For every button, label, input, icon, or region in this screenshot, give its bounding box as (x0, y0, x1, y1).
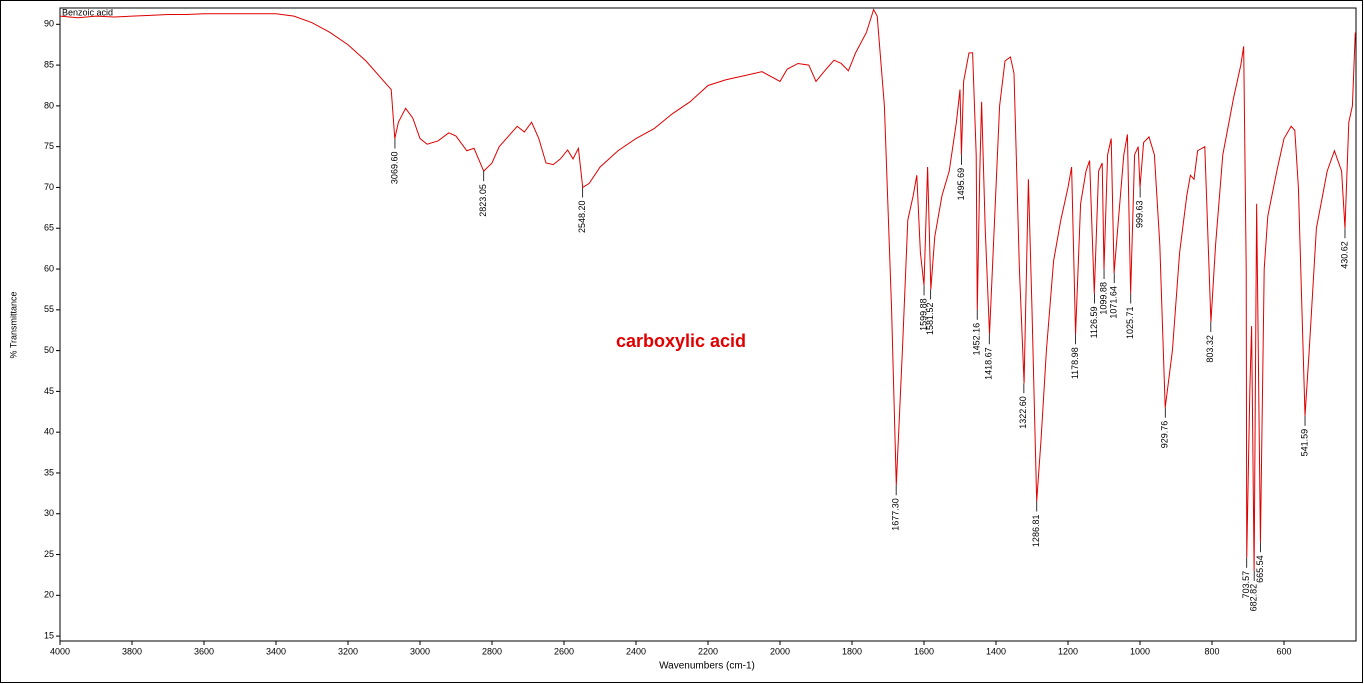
annotation: carboxylic acid (616, 331, 746, 351)
peak-label: 1599.88 (918, 298, 928, 331)
peak-label: 703.57 (1241, 571, 1251, 599)
peak-label: 682.82 (1249, 584, 1259, 612)
peak-label: 3069.60 (389, 152, 399, 185)
peak-label: 1178.98 (1070, 347, 1080, 379)
x-tick-label: 3200 (338, 646, 358, 656)
y-axis-label: % Transmittance (8, 291, 18, 358)
y-tick-label: 90 (44, 19, 54, 29)
x-axis-label: Wavenumbers (cm-1) (659, 661, 755, 672)
y-tick-label: 65 (44, 223, 54, 233)
peak-label: 999.63 (1135, 200, 1145, 228)
y-tick-label: 70 (44, 182, 54, 192)
y-tick-label: 60 (44, 263, 54, 273)
plot-frame (59, 7, 1357, 642)
y-tick-label: 30 (44, 508, 54, 518)
x-tick-label: 1400 (986, 646, 1006, 656)
peak-label: 1099.88 (1098, 282, 1108, 315)
x-tick-label: 2400 (626, 646, 646, 656)
series-label: Benzoic acid (62, 7, 113, 17)
peak-label: 2823.05 (478, 184, 488, 217)
peak-label: 929.76 (1160, 421, 1170, 449)
peak-label: 1495.69 (956, 168, 966, 201)
y-tick-label: 85 (44, 59, 54, 69)
x-tick-label: 3800 (122, 646, 142, 656)
x-tick-label: 1000 (1130, 646, 1150, 656)
x-tick-label: 1800 (842, 646, 862, 656)
x-tick-label: 2200 (698, 646, 718, 656)
y-tick-label: 15 (44, 630, 54, 640)
spectrum-line (59, 8, 1356, 571)
x-tick-label: 4000 (50, 646, 70, 656)
y-tick-label: 35 (44, 467, 54, 477)
y-tick-label: 55 (44, 304, 54, 314)
x-tick-label: 800 (1204, 646, 1219, 656)
y-tick-label: 75 (44, 141, 54, 151)
peak-label: 665.54 (1255, 555, 1265, 583)
peak-label: 2548.20 (577, 200, 587, 233)
peak-label: 1025.71 (1125, 307, 1135, 340)
peak-label: 1581.52 (925, 302, 935, 335)
x-tick-label: 3000 (410, 646, 430, 656)
peak-label: 1286.81 (1031, 515, 1041, 548)
x-tick-label: 600 (1276, 646, 1291, 656)
peak-label: 803.32 (1205, 335, 1215, 363)
y-tick-label: 25 (44, 549, 54, 559)
x-tick-label: 2000 (770, 646, 790, 656)
x-tick-label: 2800 (482, 646, 502, 656)
y-tick-label: 20 (44, 590, 54, 600)
x-tick-label: 1200 (1058, 646, 1078, 656)
peak-label: 1677.30 (891, 498, 901, 531)
y-tick-label: 40 (44, 427, 54, 437)
x-tick-label: 3400 (266, 646, 286, 656)
y-tick-label: 50 (44, 345, 54, 355)
peak-label: 541.59 (1299, 429, 1309, 457)
peak-label: 1322.60 (1018, 396, 1028, 429)
x-tick-label: 1600 (914, 646, 934, 656)
y-tick-label: 80 (44, 100, 54, 110)
peak-label: 1071.64 (1109, 286, 1119, 319)
x-tick-label: 2600 (554, 646, 574, 656)
peak-label: 430.62 (1339, 241, 1349, 269)
peak-label: 1418.67 (984, 347, 994, 380)
x-tick-label: 3600 (194, 646, 214, 656)
peak-label: 1452.16 (972, 323, 982, 356)
peak-label: 1126.59 (1089, 307, 1099, 339)
y-tick-label: 45 (44, 386, 54, 396)
